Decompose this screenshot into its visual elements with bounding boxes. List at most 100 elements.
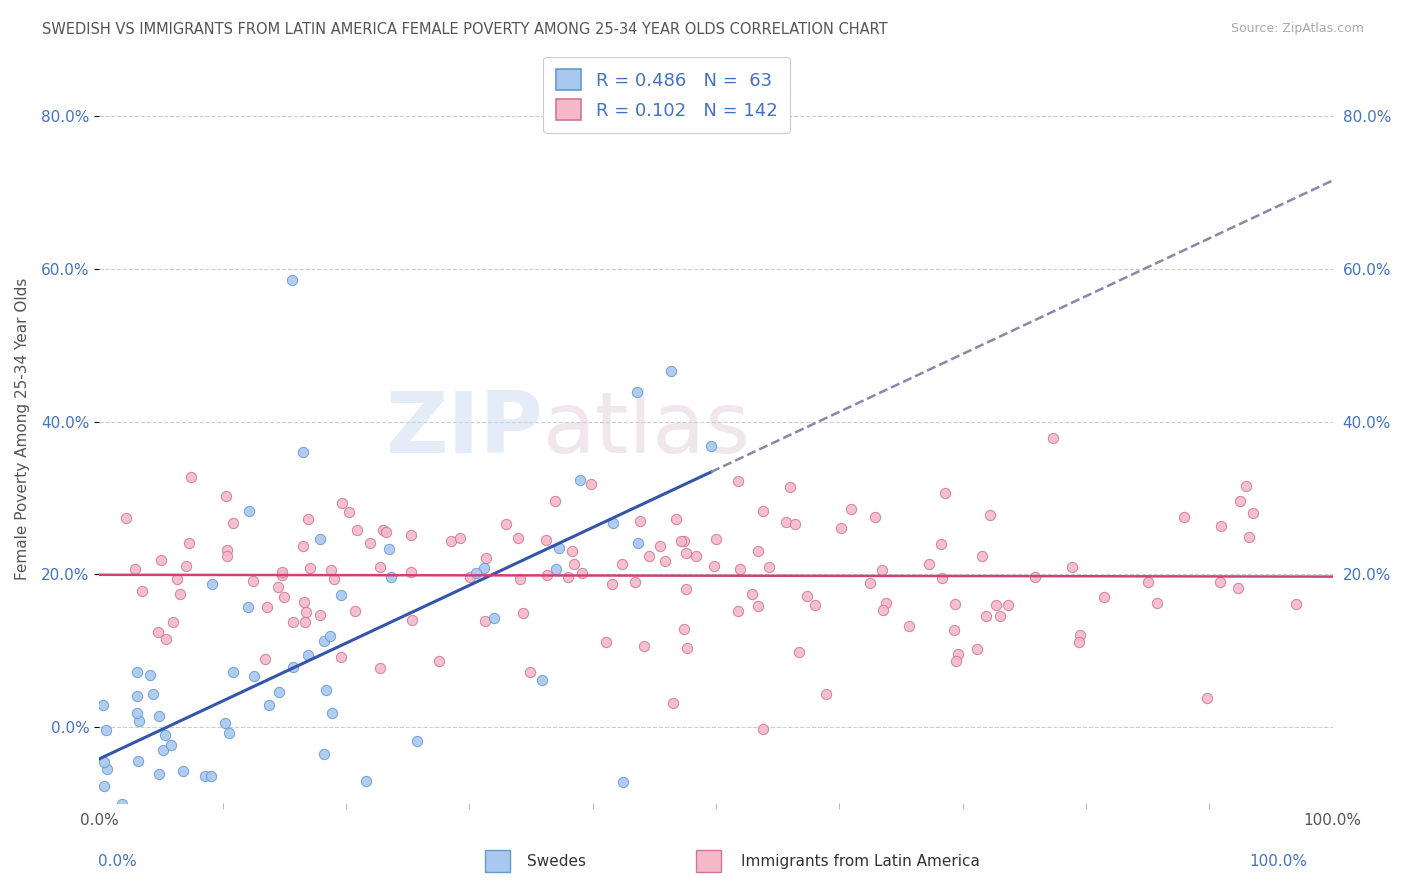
Point: [267, 685, 290, 699]
Point: [370, 560, 392, 574]
Point: [1209, 519, 1232, 533]
Point: [344, 604, 367, 618]
Point: [399, 528, 422, 542]
Point: [727, 605, 749, 619]
Point: [804, 598, 827, 612]
Point: [783, 517, 806, 532]
Point: [659, 364, 682, 378]
Point: [1137, 575, 1160, 590]
Point: [115, 511, 138, 525]
Point: [314, 634, 336, 648]
Point: [1209, 574, 1232, 589]
Point: [675, 546, 697, 560]
Point: [548, 541, 571, 555]
Point: [650, 539, 672, 553]
Point: [110, 797, 132, 811]
Point: [174, 558, 197, 573]
Text: 0.0%: 0.0%: [98, 854, 138, 869]
Point: [378, 542, 401, 557]
Point: [530, 673, 553, 688]
Point: [897, 619, 920, 633]
Point: [96, 762, 118, 776]
Point: [148, 849, 170, 863]
Point: [96, 723, 118, 738]
Point: [271, 565, 294, 579]
Point: [654, 554, 676, 568]
Point: [673, 622, 696, 636]
Point: [162, 615, 184, 630]
Point: [1227, 581, 1250, 595]
Point: [283, 615, 305, 629]
Point: [1285, 598, 1308, 612]
Point: [979, 508, 1001, 522]
Point: [561, 544, 583, 558]
Point: [312, 747, 335, 761]
Point: [222, 665, 245, 680]
Point: [449, 532, 471, 546]
Point: [172, 764, 194, 779]
Point: [127, 754, 149, 768]
Point: [108, 810, 131, 824]
Point: [986, 598, 1008, 612]
Point: [329, 588, 352, 602]
Point: [1229, 493, 1251, 508]
Point: [309, 607, 332, 622]
Point: [128, 714, 150, 728]
Point: [474, 614, 496, 628]
Point: [125, 665, 148, 679]
Point: [875, 596, 897, 610]
Point: [321, 563, 343, 577]
Point: [495, 516, 517, 531]
Point: [534, 533, 557, 548]
Point: [600, 577, 623, 591]
Point: [751, 722, 773, 736]
Point: [222, 516, 245, 531]
Point: [238, 504, 260, 518]
Point: [297, 512, 319, 526]
Point: [610, 557, 633, 571]
Point: [93, 779, 115, 793]
Point: [546, 562, 568, 576]
Point: [160, 738, 183, 752]
Point: [259, 698, 281, 712]
Point: [308, 532, 330, 546]
Point: [839, 501, 862, 516]
Text: 100.0%: 100.0%: [1250, 854, 1308, 869]
Point: [943, 624, 966, 638]
Point: [458, 570, 481, 584]
Point: [482, 611, 505, 625]
Point: [562, 557, 585, 571]
Point: [536, 568, 558, 582]
Point: [256, 600, 278, 615]
Point: [1195, 690, 1218, 705]
Point: [946, 647, 969, 661]
FancyBboxPatch shape: [485, 850, 510, 872]
Point: [173, 825, 195, 839]
Point: [972, 549, 994, 564]
Point: [214, 490, 236, 504]
Point: [638, 549, 661, 563]
Point: [943, 597, 966, 611]
Point: [830, 521, 852, 535]
Point: [125, 706, 148, 720]
Point: [676, 640, 699, 655]
Point: [371, 523, 394, 537]
Point: [93, 862, 115, 876]
Point: [295, 605, 318, 619]
Point: [370, 661, 392, 675]
Point: [1234, 479, 1257, 493]
Point: [662, 696, 685, 710]
Point: [475, 551, 498, 566]
Point: [1069, 628, 1091, 642]
Point: [131, 584, 153, 599]
Point: [253, 651, 276, 665]
Point: [612, 775, 634, 789]
Point: [292, 595, 315, 609]
Point: [323, 572, 346, 586]
Point: [294, 615, 316, 630]
Point: [934, 486, 956, 500]
Point: [315, 683, 337, 698]
Point: [93, 755, 115, 769]
Point: [595, 634, 617, 648]
Point: [375, 524, 398, 539]
